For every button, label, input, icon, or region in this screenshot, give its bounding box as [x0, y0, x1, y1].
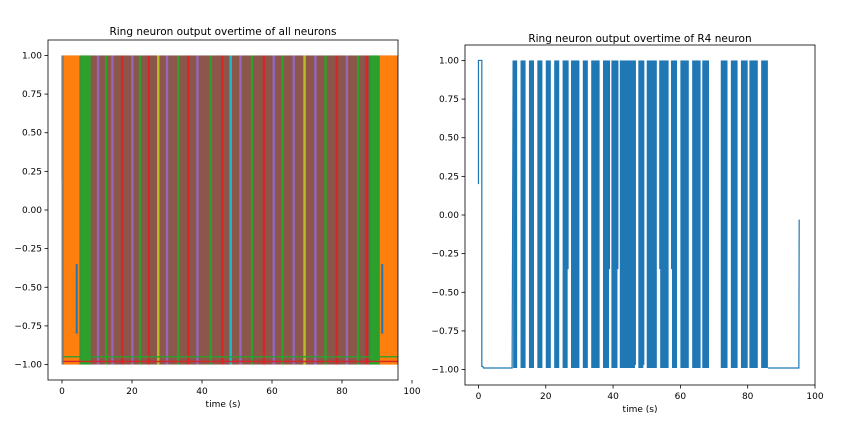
r4-block-6 [562, 60, 568, 369]
x-tick-label-2: 40 [607, 392, 619, 402]
chart-title: Ring neuron output overtime of R4 neuron [528, 33, 751, 45]
r4-block-4 [545, 60, 551, 369]
r4-block-22 [740, 60, 748, 369]
r4-block-19 [702, 60, 709, 369]
y-tick-label-8: 1.00 [439, 56, 459, 66]
r4-block-11 [611, 60, 618, 369]
y-tick-label-1: −0.75 [14, 322, 42, 332]
x-tick-label-5: 100 [806, 392, 823, 402]
y-tick-label-2: −0.50 [14, 283, 42, 293]
r4-block-8 [582, 60, 588, 369]
x-tick-label-5: 100 [403, 387, 420, 397]
r4-block-9 [591, 60, 600, 369]
plot-area [477, 59, 800, 369]
y-tick-label-2: −0.50 [431, 288, 459, 298]
r4-block-21 [730, 60, 738, 369]
r4-block-7 [571, 60, 580, 369]
y-tick-label-0: −1.00 [14, 361, 42, 371]
y-tick-label-0: −1.00 [431, 366, 459, 376]
r4-block-1 [520, 60, 526, 369]
r4-block-16 [671, 60, 678, 369]
x-tick-label-2: 40 [196, 387, 208, 397]
chart-panel-2: 0 20 40 60 80 100 −1.00 −0.75 −0.50 −0.25 0.00 0.25… [431, 33, 823, 415]
y-tick-label-8: 1.00 [22, 51, 42, 61]
r4-block-0 [513, 60, 518, 369]
x-tick-label-0: 0 [476, 392, 482, 402]
r4-series-line [477, 59, 514, 369]
r4-block-12 [619, 60, 635, 369]
chart-panel-1: 0 20 40 60 80 100 −1.00 −0.75 −0.50 −0.25 0.00 0.25… [14, 26, 420, 410]
wide-block-3 [379, 55, 398, 365]
y-tick-label-3: −0.25 [14, 245, 42, 255]
x-tick-label-3: 60 [675, 392, 687, 402]
wide-block-2 [370, 55, 380, 365]
r4-block-14 [646, 60, 657, 369]
y-tick-label-7: 0.75 [439, 95, 459, 105]
r4-block-5 [554, 60, 560, 369]
y-tick-label-6: 0.50 [439, 134, 459, 144]
y-tick-label-6: 0.50 [22, 129, 42, 139]
r4-block-3 [537, 60, 543, 369]
chart-title: Ring neuron output overtime of all neuro… [109, 26, 336, 38]
r4-block-15 [660, 60, 669, 369]
wide-block-1 [80, 55, 91, 365]
r4-block-18 [692, 60, 701, 369]
r4-block-2 [528, 60, 534, 369]
r4-block-23 [749, 60, 758, 369]
r4-block-17 [680, 60, 689, 369]
r4-block-20 [720, 60, 728, 369]
x-tick-label-4: 80 [742, 392, 754, 402]
x-tick-label-4: 80 [336, 387, 348, 397]
wide-block-0 [63, 55, 80, 365]
x-tick-label-3: 60 [266, 387, 278, 397]
y-tick-label-5: 0.25 [22, 167, 42, 177]
x-tick-label-0: 0 [59, 387, 65, 397]
y-tick-label-4: 0.00 [22, 206, 42, 216]
x-tick-label-1: 20 [126, 387, 138, 397]
r4-block-10 [602, 60, 610, 369]
y-tick-label-7: 0.75 [22, 90, 42, 100]
y-tick-label-5: 0.25 [439, 172, 459, 182]
x-axis-label: time (s) [623, 405, 658, 415]
r4-tail [767, 219, 800, 369]
y-tick-label-4: 0.00 [439, 211, 459, 221]
y-tick-label-3: −0.25 [431, 250, 459, 260]
x-tick-label-1: 20 [540, 392, 552, 402]
x-axis-label: time (s) [206, 400, 241, 410]
r4-block-13 [638, 60, 644, 369]
plot-area [61, 55, 398, 365]
r4-block-24 [761, 60, 768, 369]
y-tick-label-1: −0.75 [431, 327, 459, 337]
